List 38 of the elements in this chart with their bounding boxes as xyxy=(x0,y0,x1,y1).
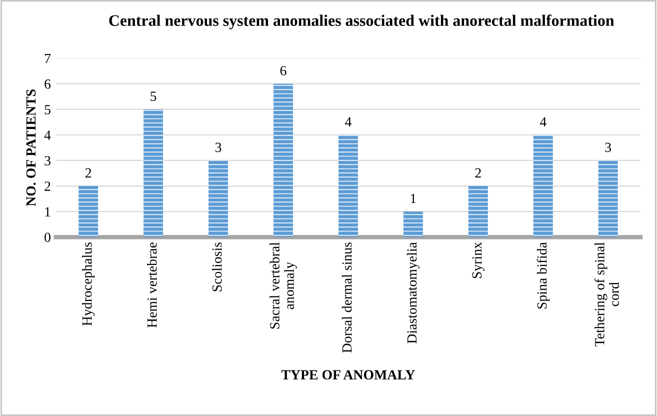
data-label: 4 xyxy=(345,117,352,126)
bar xyxy=(78,186,98,238)
x-tick-label: Dorsal dermal sinus xyxy=(342,242,352,353)
x-axis-title: TYPE OF ANOMALY xyxy=(281,370,415,380)
x-tick-label: Tethering of spinal cord xyxy=(594,242,619,346)
x-tick-label: Syrinx xyxy=(472,242,484,278)
chart-title: Central nervous system anomalies associated with anorectal malformation xyxy=(109,14,614,30)
y-tick-label: 6 xyxy=(44,79,51,89)
bar xyxy=(338,134,358,238)
x-tick-label: Hydrocephalus xyxy=(82,242,95,326)
y-tick-label: 4 xyxy=(44,130,51,140)
data-label: 2 xyxy=(85,168,92,178)
data-label: 2 xyxy=(475,168,481,178)
x-tick-label: Hemi vertebrae xyxy=(147,242,157,328)
data-label: 5 xyxy=(150,92,156,101)
x-tick-label: Diastomatomyelia xyxy=(406,242,420,344)
y-tick-label: 0 xyxy=(44,232,50,242)
x-tick-label: Spina bifida xyxy=(536,242,550,309)
y-tick-label: 5 xyxy=(44,105,50,114)
bar xyxy=(598,160,618,238)
y-axis-title: NO. OF PATIENTS xyxy=(26,90,36,206)
bar xyxy=(533,134,553,238)
y-tick-label: 3 xyxy=(44,156,50,166)
bar xyxy=(273,84,293,238)
data-label: 3 xyxy=(215,142,222,152)
x-tick-label: Scoliosis xyxy=(212,242,222,292)
y-tick-label: 1 xyxy=(45,207,50,216)
data-label: 3 xyxy=(605,142,612,152)
data-label: 4 xyxy=(540,117,546,126)
bar xyxy=(468,186,488,238)
data-label: 1 xyxy=(410,194,416,204)
data-label: 6 xyxy=(280,66,286,76)
bar xyxy=(144,109,164,238)
bar xyxy=(403,212,423,238)
x-tick-label: Sacral vertebral anomaly xyxy=(270,242,297,329)
y-tick-label: 2 xyxy=(44,182,50,191)
y-tick-label: 7 xyxy=(44,54,51,64)
bar xyxy=(208,160,228,238)
